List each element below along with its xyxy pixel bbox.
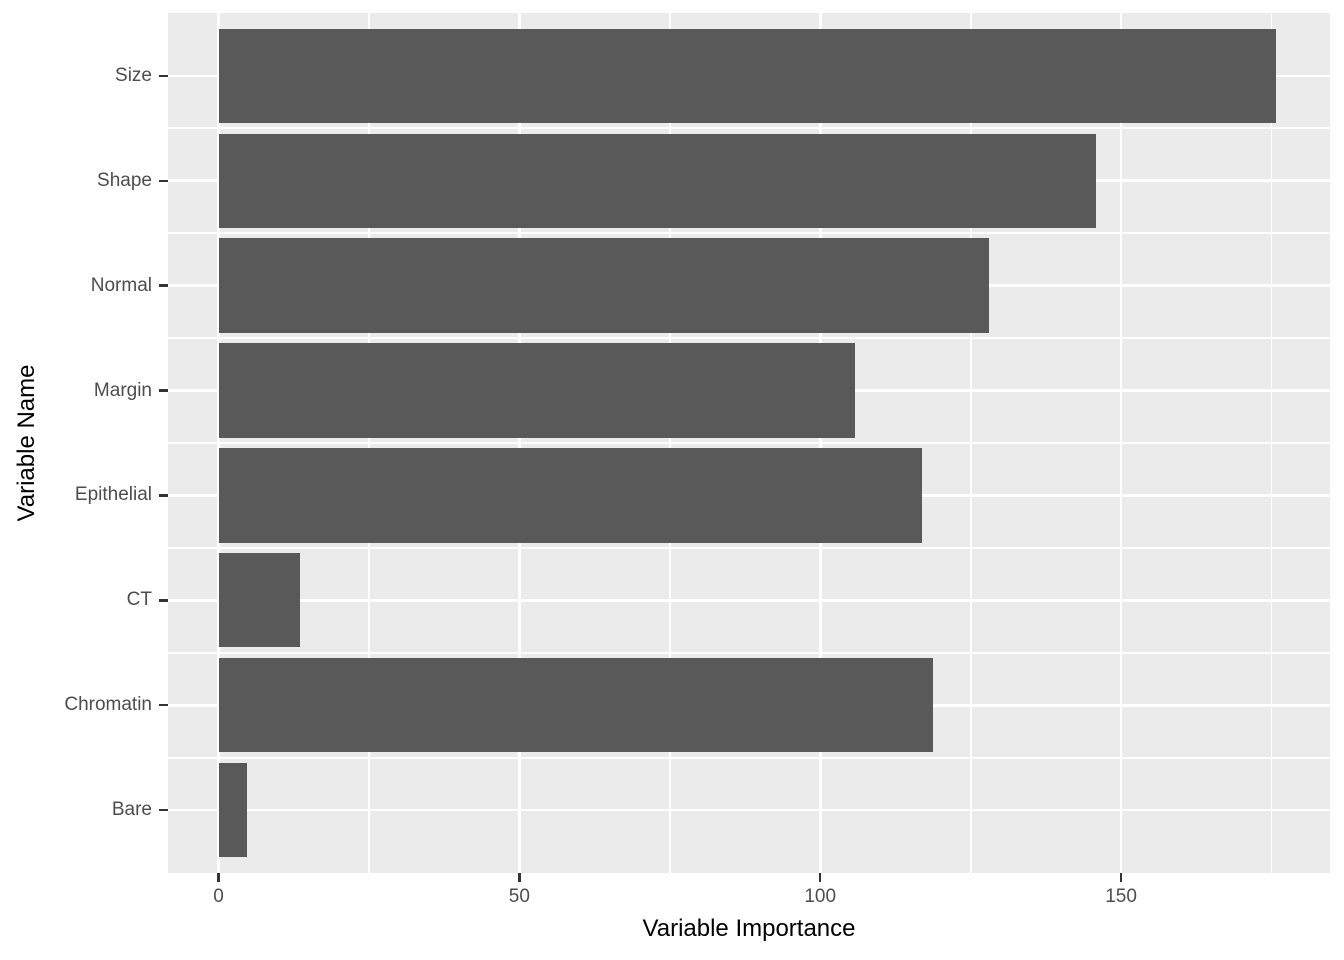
y-axis-tick xyxy=(159,703,168,707)
y-tick-label-chromatin: Chromatin xyxy=(64,694,152,716)
bar-size xyxy=(218,28,1276,124)
y-major-gridline xyxy=(168,808,1330,812)
bar-margin xyxy=(218,343,856,438)
x-tick-label: 100 xyxy=(804,886,837,907)
y-minor-gridline xyxy=(168,442,1330,444)
bar-ct xyxy=(218,553,300,648)
y-tick-label-epithelial: Epithelial xyxy=(74,484,152,506)
bar-epithelial xyxy=(218,448,922,543)
bar-shape xyxy=(218,133,1096,228)
y-minor-gridline xyxy=(168,127,1330,130)
y-tick-label-ct: CT xyxy=(126,589,152,611)
y-axis-tick xyxy=(159,494,168,497)
y-tick-label-normal: Normal xyxy=(90,274,152,296)
y-tick-label-size: Size xyxy=(115,64,152,86)
y-axis-tick xyxy=(159,179,168,183)
y-axis-tick xyxy=(159,284,168,287)
y-minor-gridline xyxy=(168,232,1330,235)
y-minor-gridline xyxy=(168,546,1330,549)
y-axis-tick xyxy=(159,808,168,812)
bar-bare xyxy=(218,762,248,858)
x-axis-title: Variable Importance xyxy=(642,915,856,942)
x-tick-label: 0 xyxy=(213,886,224,907)
x-axis-tick xyxy=(217,873,220,882)
y-tick-label-bare: Bare xyxy=(111,799,152,821)
x-axis-tick xyxy=(818,873,822,882)
y-minor-gridline xyxy=(168,651,1330,654)
y-tick-label-margin: Margin xyxy=(93,379,152,401)
y-axis-tick xyxy=(159,599,168,602)
y-axis-title: Variable Name xyxy=(13,364,40,522)
y-tick-label-shape: Shape xyxy=(97,169,152,191)
y-minor-gridline xyxy=(168,337,1330,340)
x-tick-label: 150 xyxy=(1105,886,1137,907)
y-minor-gridline xyxy=(168,756,1330,759)
x-axis-tick xyxy=(1119,873,1123,882)
y-axis-tick xyxy=(159,74,168,78)
x-axis-tick xyxy=(518,873,521,882)
bar-normal xyxy=(218,238,989,333)
bar-chromatin xyxy=(218,658,934,753)
y-axis-tick xyxy=(159,389,168,392)
x-tick-label: 50 xyxy=(508,886,530,907)
y-major-gridline xyxy=(168,598,1330,602)
